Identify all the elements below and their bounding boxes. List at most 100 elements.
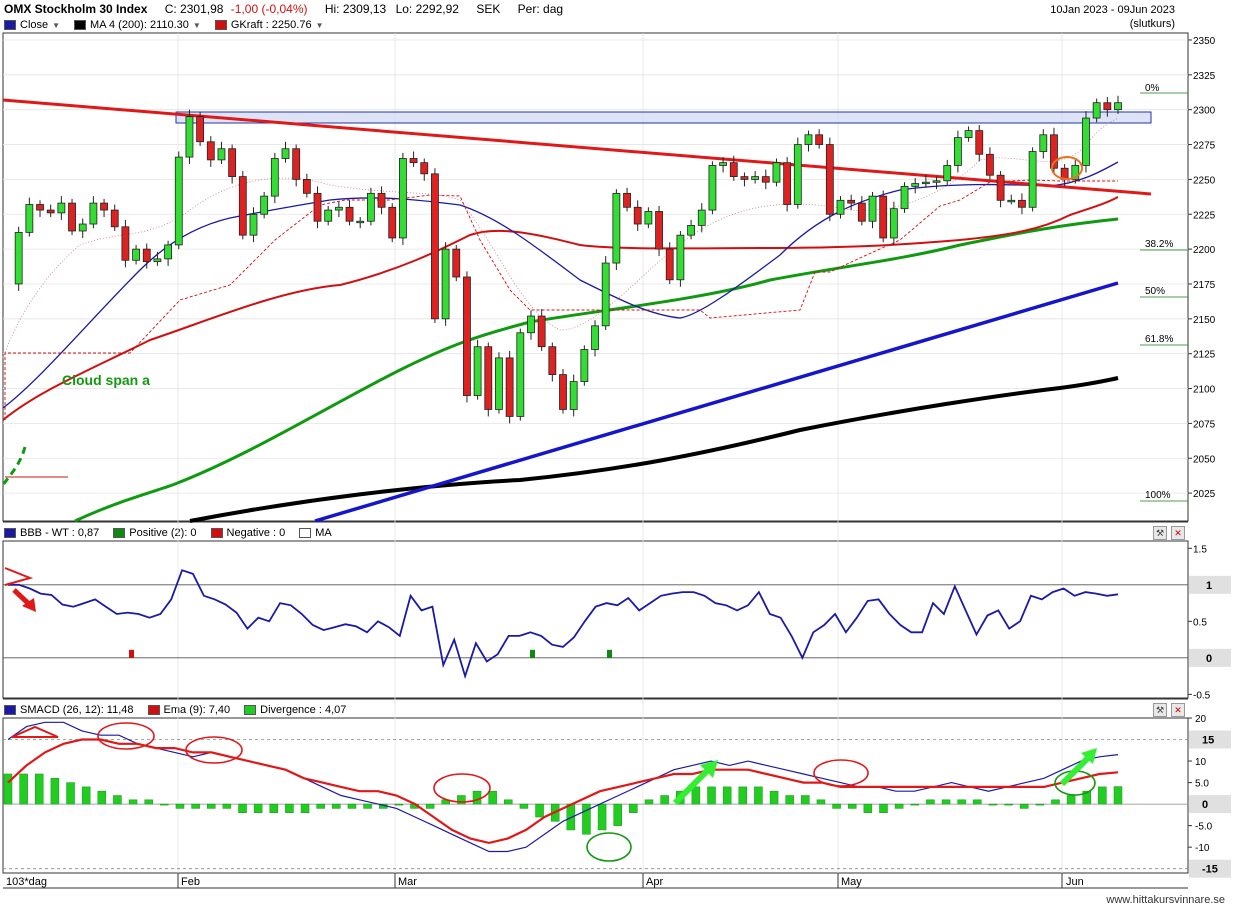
legend-swatch <box>4 528 16 538</box>
divergence-bar <box>457 795 466 805</box>
divergence-bar <box>332 803 341 809</box>
blue-ma-line <box>2 161 1119 409</box>
highlight-tick-box <box>1189 575 1231 594</box>
divergence-bar <box>894 803 904 809</box>
candle-body <box>121 226 130 261</box>
candle-body <box>388 206 397 239</box>
candle-body <box>142 248 151 263</box>
legend-divergence[interactable]: Divergence : 4,07 <box>244 704 346 716</box>
x-axis: 103*dag Feb Mar Apr May Jun <box>6 873 1084 888</box>
divergence-bar <box>519 803 529 809</box>
divergence-bar <box>347 803 357 809</box>
candle-body <box>366 192 375 222</box>
candle-body <box>964 130 973 138</box>
divergence-bar <box>832 803 841 809</box>
month-label-may: May <box>841 876 862 888</box>
y-tick-label: 2275 <box>1193 141 1216 152</box>
candle-body <box>206 141 215 161</box>
divergence-bar <box>597 803 607 831</box>
candle-body <box>495 357 503 410</box>
candle-body <box>996 174 1005 201</box>
candle-body <box>228 148 237 178</box>
close-icon[interactable]: ✕ <box>1171 526 1185 540</box>
legend-close[interactable]: Close ▼ <box>4 19 60 31</box>
legend-swatch <box>214 20 227 30</box>
y-tick-label: 5.0 <box>1195 779 1209 790</box>
legend-label: Ema (9): 7,40 <box>163 704 231 716</box>
divergence-bar <box>1098 786 1107 805</box>
candle-body <box>1071 165 1080 180</box>
candle-body <box>377 192 386 208</box>
legend-label: MA <box>315 527 332 539</box>
candle-body <box>441 248 450 320</box>
divergence-bar <box>3 773 13 805</box>
candle-body <box>452 248 461 278</box>
red-circle-annotation <box>185 736 243 764</box>
candle-body <box>431 173 439 320</box>
divergence-bar <box>1035 803 1045 806</box>
candle-body <box>110 209 119 228</box>
y-tick-label: 2125 <box>1193 350 1216 361</box>
red-circle-annotation <box>97 722 155 750</box>
divergence-bar <box>738 786 748 805</box>
divergence-bar <box>394 803 404 806</box>
chevron-down-icon[interactable]: ▼ <box>52 20 61 30</box>
candle-body <box>249 213 258 236</box>
candle-body <box>836 199 845 215</box>
legend-ma[interactable]: MA 4 (200): 2110.30 ▼ <box>74 19 201 31</box>
candle-body <box>580 349 589 382</box>
candle-body <box>527 315 535 334</box>
chevron-down-icon[interactable]: ▼ <box>192 20 201 30</box>
legend-smacd[interactable]: SMACD (26, 12): 11,48 <box>4 704 134 716</box>
y-tick-label: 2150 <box>1193 315 1216 326</box>
fib-label-50: 50% <box>1145 286 1165 297</box>
legend-ma-bbb[interactable]: MA <box>299 527 332 539</box>
candle-body <box>793 144 802 205</box>
legend-negative[interactable]: Negative : 0 <box>210 527 285 539</box>
divergence-bar <box>19 773 28 805</box>
wrench-icon[interactable]: ⚒ <box>1153 703 1167 717</box>
legend-bbb[interactable]: BBB - WT : 0,87 <box>4 527 99 539</box>
y-tick-label: 2225 <box>1193 210 1216 221</box>
divergence-bar <box>35 773 44 805</box>
candle-body <box>238 176 247 236</box>
candle-body <box>484 346 493 410</box>
y-tick-label: 10 <box>1195 757 1207 768</box>
chevron-down-icon[interactable]: ▼ <box>315 20 324 30</box>
candle-body <box>505 357 514 417</box>
divergence-bar <box>1066 795 1076 805</box>
legend-swatch <box>74 20 87 30</box>
divergence-bar <box>816 799 826 805</box>
legend-gkraft[interactable]: GKraft : 2250.76 ▼ <box>214 19 324 31</box>
y-tick-label: 2175 <box>1193 280 1216 291</box>
legend-positive[interactable]: Positive (2): 0 <box>113 527 197 539</box>
highlight-tick-label: 0 <box>1206 653 1212 665</box>
fib-label-0: 0% <box>1145 83 1160 94</box>
legend-ema[interactable]: Ema (9): 7,40 <box>147 704 231 716</box>
y-tick-label: 2050 <box>1193 454 1216 465</box>
candle-body <box>324 209 333 222</box>
candle-body <box>281 148 290 159</box>
divergence-bar <box>941 799 951 805</box>
candle-body <box>196 116 205 143</box>
divergence-bar <box>175 803 185 809</box>
close-icon[interactable]: ✕ <box>1171 703 1185 717</box>
highlight-tick-box <box>1189 795 1231 814</box>
candle-body <box>1018 199 1026 208</box>
candle-body <box>751 176 760 180</box>
candle-body <box>783 162 792 205</box>
wrench-icon[interactable]: ⚒ <box>1153 526 1167 540</box>
divergence-bar <box>113 795 122 805</box>
footer-url[interactable]: www.hittakursvinnare.se <box>1106 894 1225 906</box>
divergence-bar <box>472 790 482 805</box>
divergence-bar <box>754 786 763 805</box>
divergence-bar <box>300 803 310 813</box>
y-tick-label: -0.5 <box>1193 690 1211 701</box>
candle-body <box>345 206 354 222</box>
period: Per: dag <box>517 2 564 16</box>
candle-body <box>548 346 557 376</box>
candle-body <box>473 346 482 396</box>
main-legend: Close ▼ MA 4 (200): 2110.30 ▼ GKraft : 225… <box>4 17 337 33</box>
candle-body <box>153 258 162 263</box>
